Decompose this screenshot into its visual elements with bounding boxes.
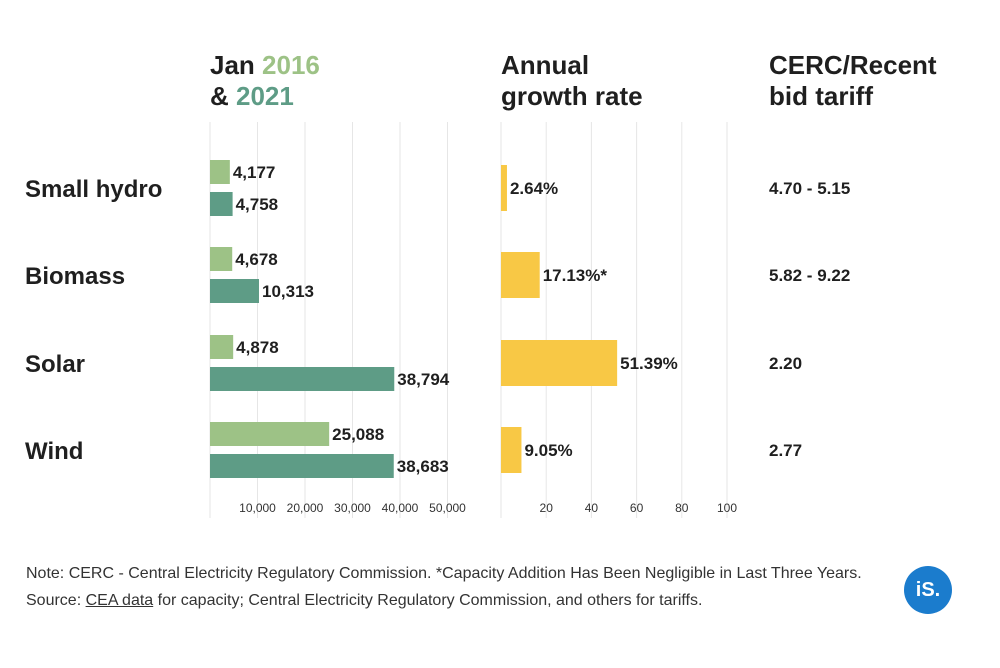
bar-2016 — [210, 160, 230, 184]
tariff-value: 2.20 — [769, 354, 802, 373]
growth-bar — [501, 165, 507, 211]
growth-bar — [501, 427, 522, 473]
footnote-text-end: for capacity; Central Electricity Regula… — [153, 592, 703, 609]
growth-bar — [501, 252, 540, 298]
growth-tick-label: 20 — [540, 501, 554, 515]
bar-2016-label: 4,177 — [233, 163, 276, 182]
bar-2016 — [210, 422, 330, 446]
bar-2016 — [210, 247, 233, 271]
bar-2021-label: 10,313 — [262, 282, 314, 301]
brand-logo: iS. — [904, 566, 952, 614]
capacity-tick-label: 50,000 — [429, 501, 466, 515]
footnote: Note: CERC - Central Electricity Regulat… — [26, 560, 886, 614]
footnote-text: Note: CERC - Central Electricity Regulat… — [26, 565, 862, 609]
growth-header-line2: growth rate — [501, 81, 643, 111]
bar-2016 — [210, 335, 234, 359]
growth-bar-label: 51.39% — [620, 354, 678, 373]
bar-2021-label: 38,794 — [397, 370, 450, 389]
row-label: Small hydro — [25, 176, 162, 203]
capacity-header: Jan 2016 — [210, 50, 320, 80]
growth-tick-label: 80 — [675, 501, 689, 515]
bar-2016-label: 4,678 — [235, 250, 278, 269]
tariff-header-line2: bid tariff — [769, 81, 873, 111]
growth-bar — [501, 340, 618, 386]
growth-tick-label: 60 — [630, 501, 644, 515]
row-labels: Small hydro Biomass Solar Wind — [25, 176, 162, 465]
cea-data-link[interactable]: CEA data — [85, 592, 154, 609]
row-label: Wind — [25, 438, 83, 465]
row-label: Solar — [25, 351, 85, 378]
growth-tick-label: 40 — [585, 501, 599, 515]
bar-2016-label: 4,878 — [236, 338, 279, 357]
bar-2021 — [210, 367, 395, 391]
bar-2021-label: 38,683 — [397, 457, 449, 476]
row-label: Biomass — [25, 263, 125, 290]
capacity-header-line2: & 2021 — [210, 81, 294, 111]
growth-header: Annual — [501, 50, 589, 80]
tariff-value: 4.70 - 5.15 — [769, 179, 850, 198]
chart-area: Jan 2016 & 2021 Annual growth rate CERC/… — [25, 50, 937, 518]
bar-2021 — [210, 279, 259, 303]
growth-bar-label: 17.13%* — [543, 266, 608, 285]
gridlines — [209, 122, 728, 518]
bar-2021 — [210, 192, 233, 216]
tariff-values: 4.70 - 5.15 5.82 - 9.22 2.20 2.77 — [769, 179, 850, 460]
growth-bar-label: 2.64% — [510, 179, 558, 198]
tariff-value: 2.77 — [769, 441, 802, 460]
tariff-header: CERC/Recent — [769, 50, 937, 80]
capacity-tick-label: 10,000 — [239, 501, 276, 515]
growth-bars: 2.64% 17.13%* 51.39% 9.05% — [501, 165, 678, 473]
growth-tick-label: 100 — [717, 501, 737, 515]
bar-2021 — [210, 454, 394, 478]
capacity-bars: 4,177 4,758 4,678 10,313 4,878 38,794 25,088 38… — [210, 160, 450, 478]
growth-bar-label: 9.05% — [524, 441, 572, 460]
tariff-value: 5.82 - 9.22 — [769, 266, 850, 285]
capacity-tick-label: 30,000 — [334, 501, 371, 515]
capacity-tick-label: 40,000 — [382, 501, 419, 515]
bar-2016-label: 25,088 — [332, 425, 384, 444]
bar-2021-label: 4,758 — [236, 195, 279, 214]
axis-ticks: 10,000 20,000 30,000 40,000 50,000 20 40 60 80 10… — [239, 501, 737, 515]
capacity-tick-label: 20,000 — [287, 501, 324, 515]
